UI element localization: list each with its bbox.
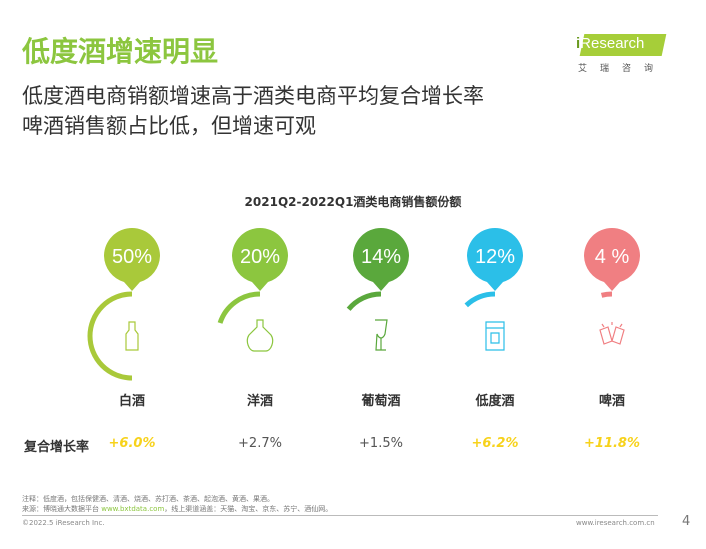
share-label: 12%	[475, 246, 515, 268]
chart-title: 2021Q2-2022Q1酒类电商销售额份额	[244, 195, 462, 209]
category-0: 50%	[87, 228, 160, 381]
share-arc	[87, 291, 133, 381]
share-label: 50%	[112, 246, 152, 268]
share-arc	[217, 291, 261, 324]
share-bubble	[584, 228, 640, 291]
growth-value: +6.0%	[108, 436, 156, 451]
share-arc	[464, 291, 496, 308]
baijiu-bottle-icon	[125, 321, 139, 351]
subtitle-line-1: 低度酒电商销额增速高于酒类电商平均复合增长率	[22, 84, 484, 108]
note: 注释：低度酒，包括保健酒、清酒、烧酒、苏打酒、茶酒、起泡酒、黄酒、果酒。	[22, 495, 274, 503]
share-bubble	[353, 228, 409, 291]
liquor-bottle-icon	[246, 319, 274, 352]
can-icon	[485, 321, 505, 351]
share-bubble	[232, 228, 288, 291]
subtitle-line-2: 啤酒销售额占比低，但增速可观	[22, 114, 316, 138]
growth-value: +6.2%	[471, 436, 519, 451]
category-1: 20%	[217, 228, 288, 352]
footer-url[interactable]: www.iresearch.com.cn	[576, 519, 655, 527]
category-4: 4 %	[584, 228, 640, 345]
category-3: 12%	[464, 228, 523, 351]
category-label: 啤酒	[598, 394, 625, 409]
divider	[22, 515, 658, 516]
category-2: 14%	[346, 228, 409, 351]
growth-value: +1.5%	[359, 436, 403, 451]
share-label: 20%	[240, 246, 280, 268]
share-bubble	[467, 228, 523, 291]
share-arc	[346, 291, 382, 311]
category-label: 洋酒	[246, 394, 273, 409]
source: 来源：博晓通大数据平台 www.bxtdata.com，线上渠道涵盖：天猫、淘宝…	[22, 505, 333, 513]
source-link[interactable]: www.bxtdata.com	[101, 505, 165, 513]
page-title: 低度酒增速明显	[22, 35, 219, 68]
category-label: 葡萄酒	[361, 394, 401, 409]
share-bubble	[104, 228, 160, 291]
growth-label: 复合增长率	[24, 440, 90, 455]
growth-value: +2.7%	[238, 436, 282, 451]
category-label: 低度酒	[475, 394, 515, 409]
page-number: 4	[682, 514, 691, 529]
share-arc	[600, 291, 613, 298]
copyright: ©2022.5 iResearch Inc.	[22, 519, 105, 527]
share-label: 4 %	[595, 246, 630, 268]
growth-value: +11.8%	[584, 436, 640, 451]
share-label: 14%	[361, 246, 401, 268]
category-label: 白酒	[118, 394, 145, 409]
beer-mugs-icon	[599, 322, 625, 345]
wine-glass-icon	[375, 319, 388, 351]
